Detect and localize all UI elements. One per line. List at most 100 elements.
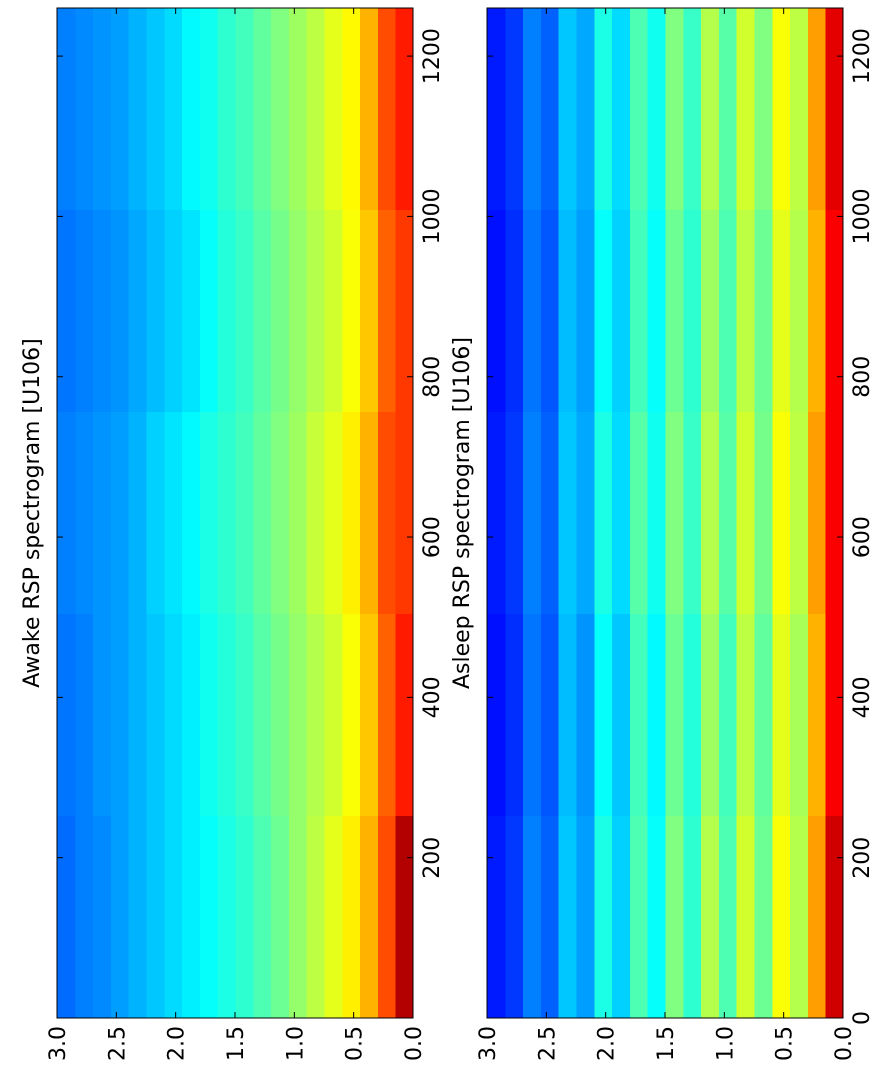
heatmap-cell <box>181 7 200 210</box>
x-tick-label: 400 <box>850 676 874 718</box>
heatmap-cell <box>593 411 613 614</box>
x-tick-label: 1200 <box>420 28 445 84</box>
heatmap-cell <box>181 209 200 412</box>
heatmap-cell <box>718 613 737 816</box>
heatmap-cell <box>629 411 648 614</box>
heatmap-cell <box>288 613 307 816</box>
heatmap-cell <box>163 7 183 210</box>
heatmap-cell <box>341 613 361 816</box>
x-tick-label: 400 <box>420 676 445 718</box>
heatmap-cell <box>128 7 147 210</box>
heatmap-cell <box>576 7 595 210</box>
heatmap-cell <box>199 411 218 614</box>
heatmap-cell <box>754 815 773 1018</box>
heatmap-cell <box>754 7 773 210</box>
heatmap-cell <box>504 815 524 1018</box>
heatmap-cell <box>270 209 289 412</box>
heatmap-cell <box>487 613 506 816</box>
heatmap-cell <box>665 815 684 1018</box>
heatmap-cell <box>146 411 165 614</box>
heatmap-cell <box>324 209 343 412</box>
heatmap-cell <box>217 613 236 816</box>
y-tick-label: 2.0 <box>165 1026 190 1061</box>
heatmap-cell <box>110 613 129 816</box>
heatmap-cell <box>558 411 577 614</box>
heatmap-cell <box>199 613 218 816</box>
heatmap-cell <box>110 411 129 614</box>
heatmap-cell <box>789 7 808 210</box>
heatmap-cell <box>217 7 236 210</box>
heatmap-cell <box>825 613 844 816</box>
heatmap-cell <box>576 411 595 614</box>
heatmap-cell <box>576 613 595 816</box>
heatmap-cell <box>807 613 826 816</box>
heatmap-cell <box>270 815 289 1018</box>
heatmap-cell <box>128 815 147 1018</box>
rotated-figure: Awake RSP spectrogram [U106] 200 400 600 800… <box>20 7 874 1061</box>
heatmap-cell <box>522 613 541 816</box>
chart-title: Asleep RSP spectrogram [U106] <box>450 337 475 689</box>
heatmap-cell <box>92 613 111 816</box>
heatmap-cell <box>700 411 719 614</box>
heatmap-cell <box>807 209 826 412</box>
y-tick-label: 2.5 <box>535 1026 560 1061</box>
heatmap-cell <box>540 815 559 1018</box>
heatmap-cell <box>558 815 577 1018</box>
heatmap-cell <box>593 613 613 816</box>
heatmap-cell <box>74 411 94 614</box>
heatmap-cell <box>110 209 129 412</box>
y-tick-label: 1.0 <box>283 1026 308 1061</box>
heatmap-cell <box>825 209 844 412</box>
heatmap-cell <box>270 613 289 816</box>
heatmap-cell <box>736 613 755 816</box>
heatmap-cell <box>110 7 129 210</box>
heatmap-cell <box>522 209 541 412</box>
heatmap-cell <box>576 815 595 1018</box>
heatmap-cell <box>57 209 76 412</box>
heatmap-cell <box>324 815 343 1018</box>
heatmap-cell <box>611 815 630 1018</box>
heatmap-cell <box>771 613 791 816</box>
heatmap-cell <box>807 7 826 210</box>
heatmap-cell <box>306 7 325 210</box>
heatmap-cell <box>611 209 630 412</box>
heatmap-cell <box>629 815 648 1018</box>
chart-title: Awake RSP spectrogram [U106] <box>20 338 45 688</box>
heatmap-cell <box>558 209 577 412</box>
heatmap-cell <box>74 209 94 412</box>
heatmap-cell <box>235 613 254 816</box>
heatmap-cell <box>700 209 719 412</box>
heatmap-cell <box>718 7 737 210</box>
heatmap-cell <box>288 815 307 1018</box>
heatmap-cell <box>504 411 524 614</box>
y-tick-label: 2.5 <box>105 1026 130 1061</box>
heatmap-cell <box>576 209 595 412</box>
heatmap-cell <box>324 411 343 614</box>
heatmap-cell <box>504 7 524 210</box>
heatmap-cell <box>92 411 111 614</box>
heatmap-cell <box>92 815 111 1018</box>
heatmap-cell <box>825 815 844 1018</box>
heatmap-cell <box>504 613 524 816</box>
heatmap-cell <box>128 613 147 816</box>
heatmap-cell <box>57 613 76 816</box>
x-tick-label: 800 <box>850 356 874 398</box>
heatmap-cell <box>718 209 737 412</box>
x-tick-label: 200 <box>420 837 445 879</box>
heatmap-cell <box>682 411 702 614</box>
heatmap-cell <box>92 7 111 210</box>
heatmap-cell <box>593 209 613 412</box>
heatmap-cell <box>324 613 343 816</box>
heatmap-cell <box>395 613 414 816</box>
heatmap-cell <box>700 7 719 210</box>
y-tick-label: 3.0 <box>46 1026 71 1061</box>
heatmap-cell <box>504 209 524 412</box>
heatmap-cell <box>789 613 808 816</box>
heatmap-cell <box>540 209 559 412</box>
heatmap-cell <box>718 411 737 614</box>
y-tick-label: 1.5 <box>654 1026 679 1061</box>
x-tick-label: 1000 <box>420 188 445 244</box>
x-tick-label: 1200 <box>850 28 874 84</box>
heatmap-cell <box>146 7 165 210</box>
heatmap-cell <box>359 209 378 412</box>
